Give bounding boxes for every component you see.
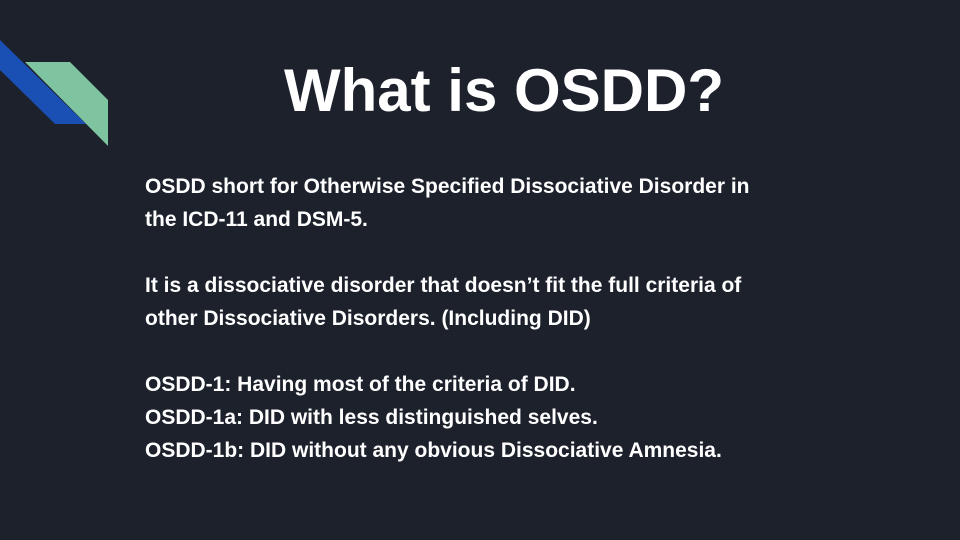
paragraph-definition: OSDD short for Otherwise Specified Disso…: [145, 170, 925, 236]
slide-body: OSDD short for Otherwise Specified Disso…: [145, 170, 925, 467]
slide-title: What is OSDD?: [283, 57, 724, 124]
body-line: the ICD-11 and DSM-5.: [145, 208, 368, 231]
paragraph-description: It is a dissociative disorder that doesn…: [145, 269, 925, 335]
paragraph-subtypes: OSDD-1: Having most of the criteria of D…: [145, 368, 925, 467]
subtype-line: OSDD-1a: DID with less distinguished sel…: [145, 406, 598, 429]
body-line: It is a dissociative disorder that doesn…: [145, 274, 742, 297]
blue-stripe: [0, 40, 86, 124]
subtype-line: OSDD-1: Having most of the criteria of D…: [145, 373, 576, 396]
subtype-line: OSDD-1b: DID without any obvious Dissoci…: [145, 439, 722, 462]
body-line: other Dissociative Disorders. (Including…: [145, 307, 591, 330]
corner-stripes-decoration: [0, 40, 108, 146]
body-line: OSDD short for Otherwise Specified Disso…: [145, 175, 750, 198]
green-stripe: [25, 62, 108, 146]
